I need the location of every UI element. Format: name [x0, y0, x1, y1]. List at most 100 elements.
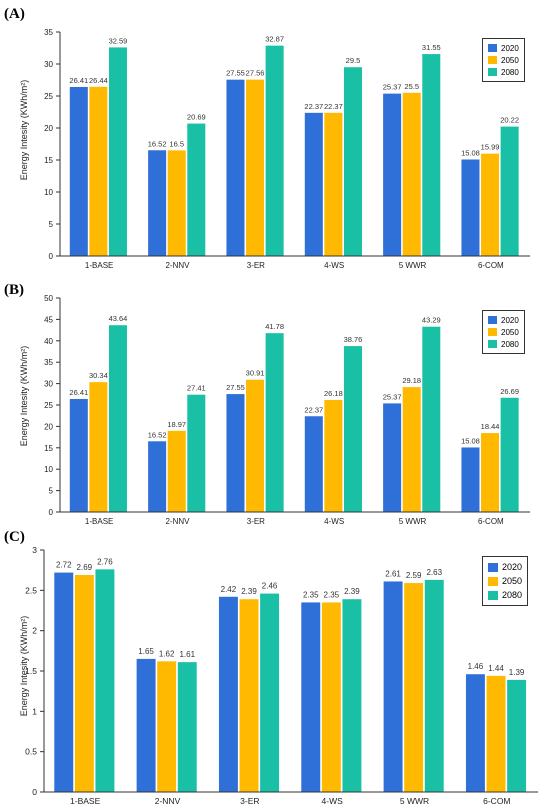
data-label: 27.55: [226, 383, 245, 392]
bar: [465, 674, 485, 792]
y-tick-label: 5: [49, 220, 54, 229]
bar: [404, 583, 424, 792]
data-label: 2.42: [221, 585, 237, 594]
data-label: 22.37: [304, 102, 323, 111]
data-label: 15.08: [461, 436, 480, 445]
bar: [383, 403, 402, 512]
bar: [507, 679, 527, 792]
data-label: 2.46: [262, 582, 278, 591]
legend: 2020 2050 2080: [482, 38, 525, 82]
bar: [304, 416, 323, 512]
x-tick-label: 3-ER: [247, 261, 265, 270]
legend-swatch: [488, 316, 497, 324]
bar: [69, 398, 88, 512]
data-label: 2.39: [241, 587, 257, 596]
x-tick-label: 2-NNV: [165, 261, 190, 270]
x-tick-label: 4-WS: [322, 796, 344, 806]
y-tick-label: 0: [49, 508, 54, 517]
data-label: 2.59: [406, 571, 422, 580]
legend-swatch: [488, 44, 497, 52]
bar: [486, 675, 506, 792]
bar: [402, 387, 421, 512]
y-tick-label: 15: [44, 444, 53, 453]
data-label: 1.46: [468, 662, 484, 671]
bar: [108, 47, 127, 257]
x-tick-label: 5 WWR: [399, 517, 427, 526]
y-tick-label: 30: [44, 380, 53, 389]
data-label: 1.61: [179, 650, 195, 659]
bar: [187, 394, 206, 512]
legend: 2020 2050 2080: [482, 556, 529, 606]
legend-item-2050: 2050: [488, 574, 522, 588]
data-label: 30.34: [89, 371, 108, 380]
data-label: 18.44: [481, 422, 500, 431]
data-label: 38.76: [344, 335, 363, 344]
x-tick-label: 6-COM: [483, 796, 510, 806]
bar: [108, 325, 127, 512]
bar: [500, 397, 519, 512]
y-tick-label: 3: [32, 545, 37, 555]
data-label: 2.39: [344, 587, 360, 596]
y-tick-label: 1.5: [25, 666, 37, 676]
legend-swatch: [488, 590, 498, 600]
legend-item-2020: 2020: [488, 560, 522, 574]
data-label: 27.55: [226, 69, 245, 78]
bar: [148, 441, 167, 512]
legend-swatch: [488, 56, 497, 64]
x-tick-label: 1-BASE: [70, 796, 101, 806]
bar: [167, 430, 186, 512]
legend-label: 2020: [501, 315, 519, 325]
x-tick-label: 2-NNV: [165, 517, 190, 526]
bar: [304, 112, 323, 256]
panel-label: (A): [4, 6, 25, 22]
y-tick-label: 10: [44, 465, 53, 474]
y-tick-label: 20: [44, 422, 53, 431]
legend-item-2080: 2080: [488, 338, 519, 350]
y-tick-label: 0: [32, 787, 37, 797]
panel-label: (B): [4, 282, 24, 298]
bar: [422, 54, 441, 256]
legend-label: 2050: [501, 55, 519, 65]
bar: [324, 399, 343, 512]
y-tick-label: 10: [44, 188, 53, 197]
bar: [343, 346, 362, 512]
x-tick-label: 6-COM: [478, 261, 504, 270]
bar: [187, 123, 206, 256]
legend-item-2020: 2020: [488, 314, 519, 326]
data-label: 1.65: [138, 647, 154, 656]
data-label: 16.52: [148, 430, 167, 439]
y-tick-label: 2: [32, 626, 37, 636]
bar: [321, 602, 341, 792]
y-tick-label: 45: [44, 315, 53, 324]
legend-item-2050: 2050: [488, 326, 519, 338]
x-tick-label: 1-BASE: [85, 517, 113, 526]
bar: [461, 159, 480, 256]
data-label: 15.99: [481, 143, 500, 152]
bar: [226, 79, 245, 257]
legend-label: 2020: [502, 562, 523, 572]
y-tick-label: 35: [44, 358, 53, 367]
legend-label: 2020: [501, 43, 519, 53]
legend-item-2050: 2050: [488, 54, 519, 66]
panel-label: (C): [4, 529, 25, 545]
data-label: 22.37: [304, 405, 323, 414]
y-tick-label: 2.5: [25, 585, 37, 595]
bar: [260, 593, 280, 792]
legend-label: 2080: [501, 339, 519, 349]
legend-label: 2050: [502, 576, 523, 586]
y-tick-label: 50: [44, 294, 53, 303]
bar: [481, 433, 500, 512]
legend-label: 2080: [501, 67, 519, 77]
legend-item-2080: 2080: [488, 588, 522, 602]
legend-item-2020: 2020: [488, 42, 519, 54]
bar: [54, 572, 74, 792]
bar: [167, 150, 186, 256]
data-label: 2.61: [385, 569, 401, 578]
y-tick-label: 1: [32, 706, 37, 716]
y-tick-label: 0: [49, 252, 54, 261]
bar: [265, 45, 284, 256]
bar: [402, 92, 421, 256]
data-label: 26.41: [69, 388, 88, 397]
x-tick-label: 4-WS: [324, 517, 344, 526]
y-tick-label: 15: [44, 156, 53, 165]
